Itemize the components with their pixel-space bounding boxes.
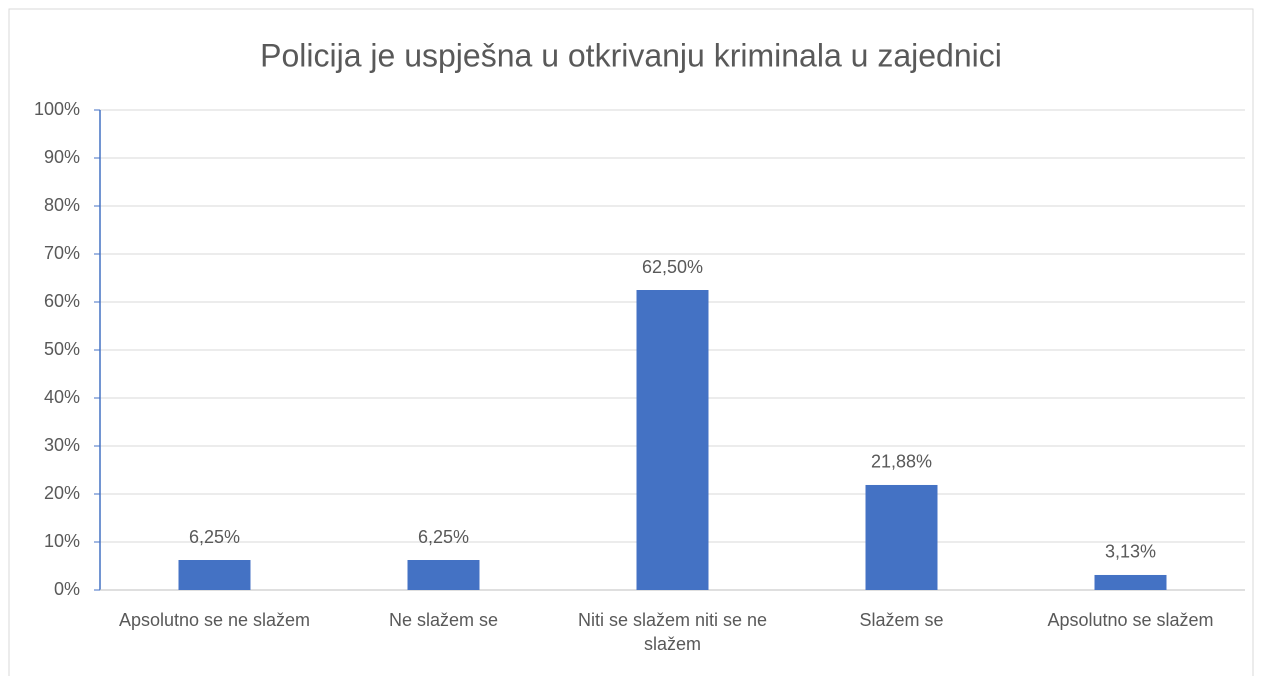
bar	[178, 560, 251, 590]
bar	[636, 290, 709, 590]
y-tick-label: 50%	[44, 339, 80, 359]
x-tick-label: Apsolutno se slažem	[1047, 610, 1214, 630]
chart-title: Policija je uspješna u otkrivanju krimin…	[260, 37, 1002, 73]
y-tick-label: 70%	[44, 243, 80, 263]
bar	[407, 560, 480, 590]
data-label: 21,88%	[871, 452, 932, 472]
y-tick-label: 30%	[44, 435, 80, 455]
data-label: 3,13%	[1105, 542, 1156, 562]
y-tick-label: 60%	[44, 291, 80, 311]
x-tick-label: Ne slažem se	[388, 610, 499, 630]
y-tick-label: 100%	[34, 99, 80, 119]
y-tick-label: 0%	[54, 579, 80, 599]
bar	[865, 484, 938, 590]
y-tick-label: 20%	[44, 483, 80, 503]
y-tick-label: 40%	[44, 387, 80, 407]
bar	[1094, 574, 1167, 590]
data-label: 6,25%	[189, 527, 240, 547]
y-tick-label: 10%	[44, 531, 80, 551]
data-label: 62,50%	[642, 257, 703, 277]
y-tick-label: 90%	[44, 147, 80, 167]
x-tick-label: Apsolutno se ne slažem	[118, 610, 311, 630]
x-tick-label: Niti se slažem niti se ne slažem	[577, 610, 768, 654]
y-tick-label: 80%	[44, 195, 80, 215]
x-tick-label: Slažem se	[859, 610, 944, 630]
data-label: 6,25%	[418, 527, 469, 547]
